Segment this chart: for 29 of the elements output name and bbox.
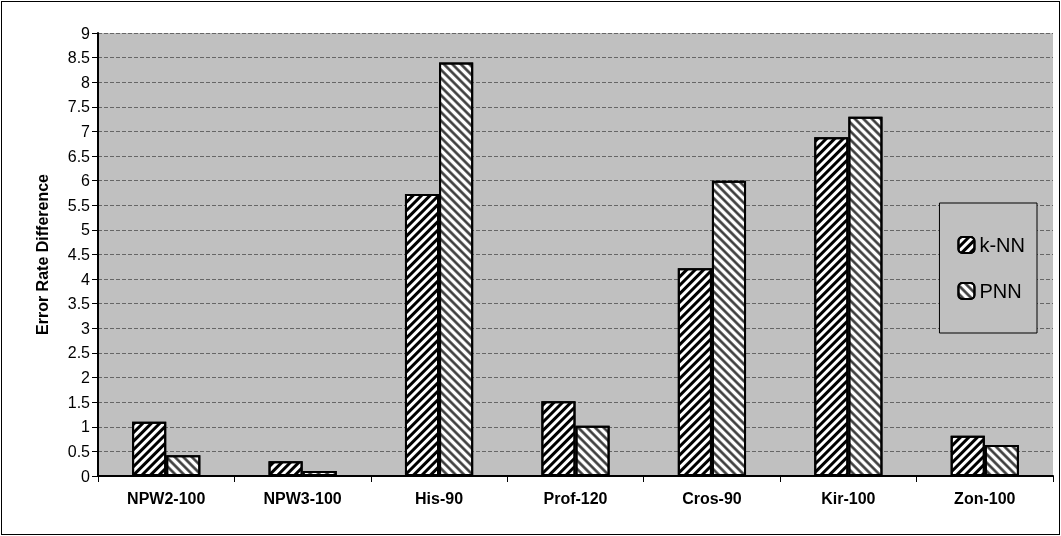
- y-tick-label: 1: [81, 418, 91, 436]
- legend-label: PNN: [979, 280, 1022, 302]
- y-tick-label: 6.5: [67, 147, 91, 165]
- y-tick-label: 0: [81, 467, 91, 485]
- y-tick-label: 2.5: [67, 344, 91, 362]
- x-tick-label: NPW3-100: [263, 489, 342, 507]
- y-tick-label: 5.5: [67, 196, 91, 214]
- y-tick-label: 4: [81, 270, 91, 288]
- x-tick-label: Cros-90: [682, 489, 742, 507]
- y-tick-label: 5: [81, 221, 91, 239]
- y-tick-label: 0.5: [67, 442, 91, 460]
- y-tick-label: 6: [81, 172, 91, 190]
- x-tick-label: Prof-120: [543, 489, 608, 507]
- x-tick-label: His-90: [415, 489, 464, 507]
- y-tick-label: 2: [81, 369, 91, 387]
- x-tick-label: NPW2-100: [127, 489, 206, 507]
- y-tick-label: 8.5: [67, 49, 91, 67]
- y-tick-label: 7: [81, 122, 91, 140]
- x-tick-label: Zon-100: [954, 489, 1016, 507]
- x-tick-label: Kir-100: [821, 489, 876, 507]
- y-axis-title: Error Rate Difference: [33, 173, 51, 335]
- y-tick-label: 8: [81, 73, 91, 91]
- legend-label: k-NN: [979, 234, 1025, 256]
- y-tick-label: 3.5: [67, 295, 91, 313]
- y-tick-label: 9: [81, 24, 91, 42]
- y-tick-label: 3: [81, 319, 91, 337]
- y-tick-label: 4.5: [67, 246, 91, 263]
- y-tick-label: 1.5: [67, 393, 91, 411]
- y-tick-label: 7.5: [67, 98, 91, 116]
